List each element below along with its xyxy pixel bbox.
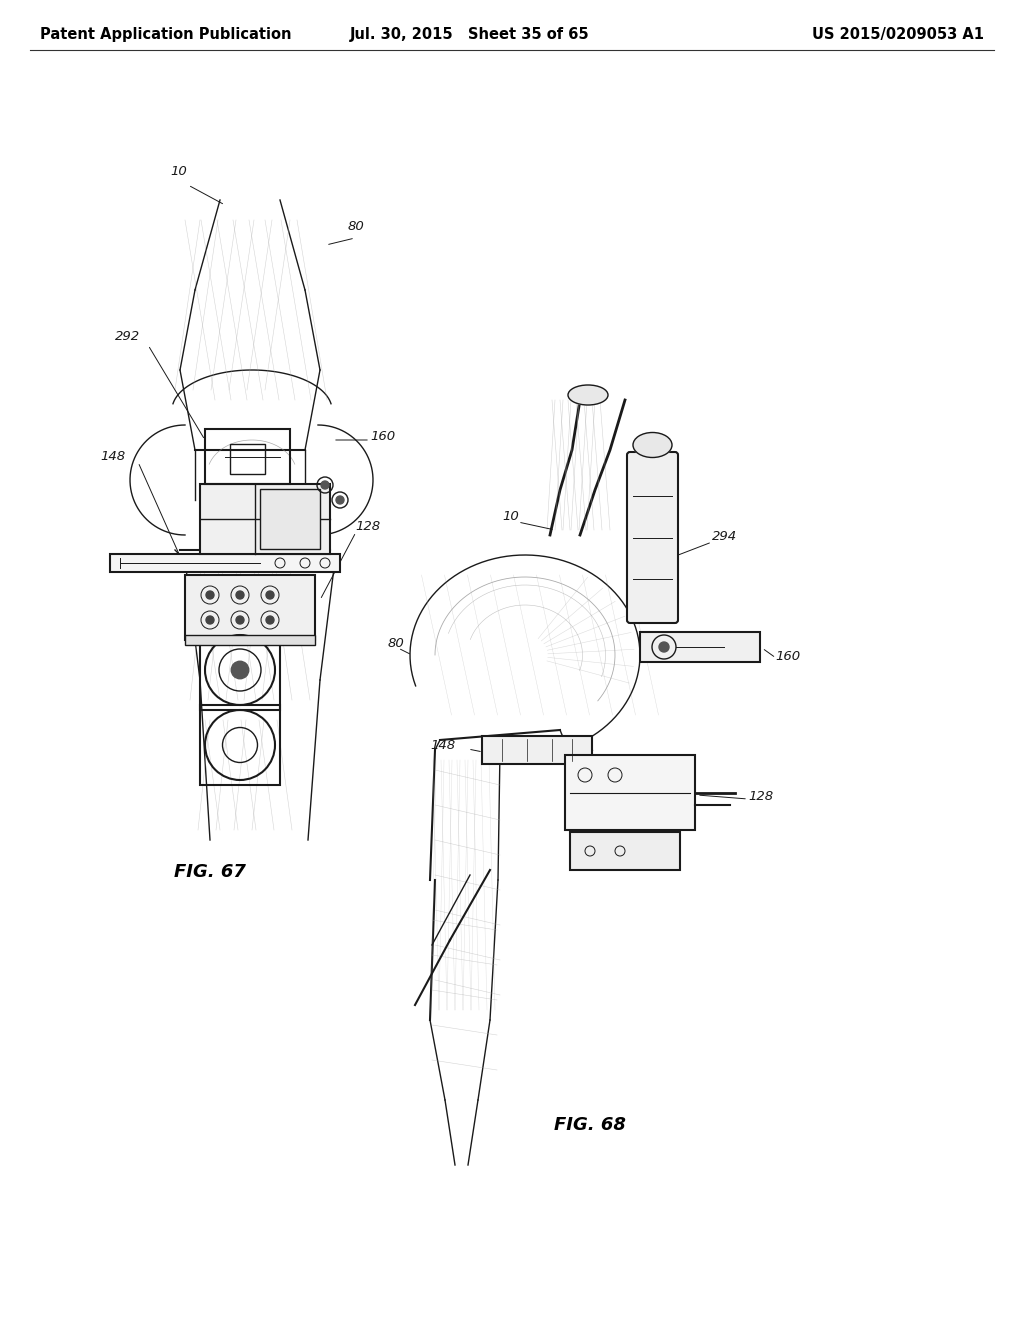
Text: 10: 10: [170, 165, 186, 178]
Text: FIG. 67: FIG. 67: [174, 863, 246, 880]
Text: 128: 128: [355, 520, 380, 533]
Circle shape: [659, 642, 669, 652]
Text: 128: 128: [748, 789, 773, 803]
Text: 10: 10: [502, 510, 519, 523]
Text: 160: 160: [775, 649, 800, 663]
Text: 80: 80: [388, 638, 404, 649]
Bar: [200, 630, 280, 710]
Bar: [565, 755, 695, 830]
Text: 148: 148: [430, 739, 455, 752]
Circle shape: [321, 480, 329, 488]
Text: 160: 160: [370, 430, 395, 444]
Circle shape: [206, 591, 214, 599]
Text: 148: 148: [100, 450, 125, 463]
Text: US 2015/0209053 A1: US 2015/0209053 A1: [812, 28, 984, 42]
Ellipse shape: [568, 385, 608, 405]
Bar: [185, 635, 315, 645]
Circle shape: [266, 616, 274, 624]
Bar: [185, 576, 315, 640]
Circle shape: [206, 616, 214, 624]
Circle shape: [231, 661, 249, 678]
Text: Patent Application Publication: Patent Application Publication: [40, 28, 292, 42]
Bar: [110, 554, 340, 572]
Bar: [200, 484, 330, 554]
Bar: [570, 832, 680, 870]
Text: FIG. 68: FIG. 68: [554, 1115, 626, 1134]
Ellipse shape: [633, 433, 672, 458]
Bar: [200, 705, 280, 785]
Bar: [482, 737, 592, 764]
Bar: [260, 488, 319, 549]
Circle shape: [336, 496, 344, 504]
Circle shape: [236, 591, 244, 599]
FancyBboxPatch shape: [627, 451, 678, 623]
Text: Jul. 30, 2015   Sheet 35 of 65: Jul. 30, 2015 Sheet 35 of 65: [350, 28, 590, 42]
Bar: [205, 429, 290, 484]
Text: 292: 292: [115, 330, 140, 343]
Text: 80: 80: [348, 220, 365, 234]
Bar: [640, 632, 760, 663]
Bar: [230, 444, 265, 474]
Text: 294: 294: [712, 531, 737, 543]
Circle shape: [266, 591, 274, 599]
Circle shape: [236, 616, 244, 624]
